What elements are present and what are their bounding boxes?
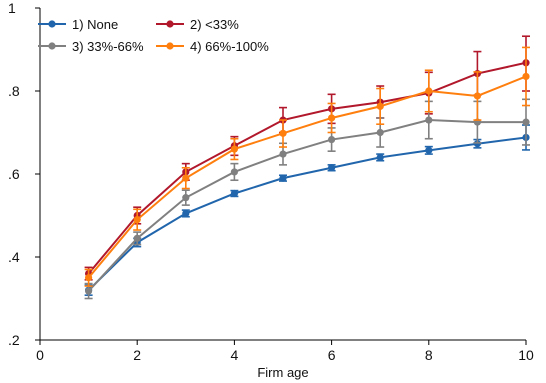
series-group — [84, 46, 530, 287]
data-point — [182, 209, 190, 218]
legend-label: 2) <33% — [190, 17, 239, 32]
legend-marker — [166, 42, 174, 50]
legend-marker — [166, 20, 174, 28]
x-axis-title: Firm age — [257, 365, 308, 380]
legend-label: 3) 33%-66% — [72, 39, 144, 54]
data-point — [328, 164, 336, 172]
series-line — [87, 61, 527, 275]
data-point — [182, 194, 190, 202]
x-tick-label: 10 — [518, 347, 534, 363]
data-point — [133, 234, 141, 242]
series-line — [87, 119, 526, 292]
x-tick-label: 2 — [133, 347, 141, 363]
axes: 0 2 4 6 8 10 .2 .4 .6 .8 1 Firm age — [8, 0, 534, 380]
data-point — [425, 146, 433, 154]
legend-marker — [48, 20, 56, 28]
series-group — [84, 124, 530, 296]
data-point — [182, 174, 190, 182]
data-point — [522, 72, 530, 81]
data-point — [279, 174, 287, 182]
legend-label: 4) 66%-100% — [190, 39, 269, 54]
legend-label: 1) None — [72, 17, 118, 32]
legend: 1) None 2) <33% 3) 33%-66% 4) 66%-100% — [38, 17, 269, 54]
data-point — [376, 102, 384, 110]
x-tick-label: 4 — [231, 347, 239, 363]
x-tick-label: 0 — [36, 347, 44, 363]
data-point — [376, 128, 384, 137]
y-tick-label: 1 — [8, 0, 16, 16]
x-tick-label: 8 — [425, 347, 433, 363]
x-tick-label: 6 — [328, 347, 336, 363]
series-group — [84, 98, 530, 300]
data-point — [522, 118, 530, 126]
data-point — [425, 87, 433, 95]
legend-item: 2) <33% — [156, 17, 239, 32]
series-line — [87, 136, 527, 291]
y-tick-label: .4 — [8, 249, 20, 265]
data-point — [230, 189, 238, 198]
data-point — [230, 168, 238, 176]
data-point — [279, 129, 287, 137]
legend-item: 4) 66%-100% — [156, 39, 269, 54]
y-tick-label: .8 — [8, 83, 20, 99]
y-tick-label: .2 — [8, 332, 20, 348]
data-point — [279, 150, 287, 158]
legend-marker — [48, 42, 56, 50]
data-point — [473, 92, 481, 100]
data-point — [85, 274, 93, 282]
data-point — [376, 153, 384, 161]
data-point — [85, 287, 93, 295]
plot-area — [84, 35, 530, 300]
data-point — [473, 140, 481, 148]
data-point — [328, 135, 336, 144]
legend-item: 1) None — [38, 17, 118, 32]
series-line — [87, 75, 527, 279]
legend-item: 3) 33%-66% — [38, 39, 144, 54]
y-tick-label: .6 — [8, 166, 20, 182]
data-point — [425, 116, 433, 124]
data-point — [133, 216, 141, 224]
data-point — [230, 145, 238, 153]
data-point — [328, 114, 336, 122]
